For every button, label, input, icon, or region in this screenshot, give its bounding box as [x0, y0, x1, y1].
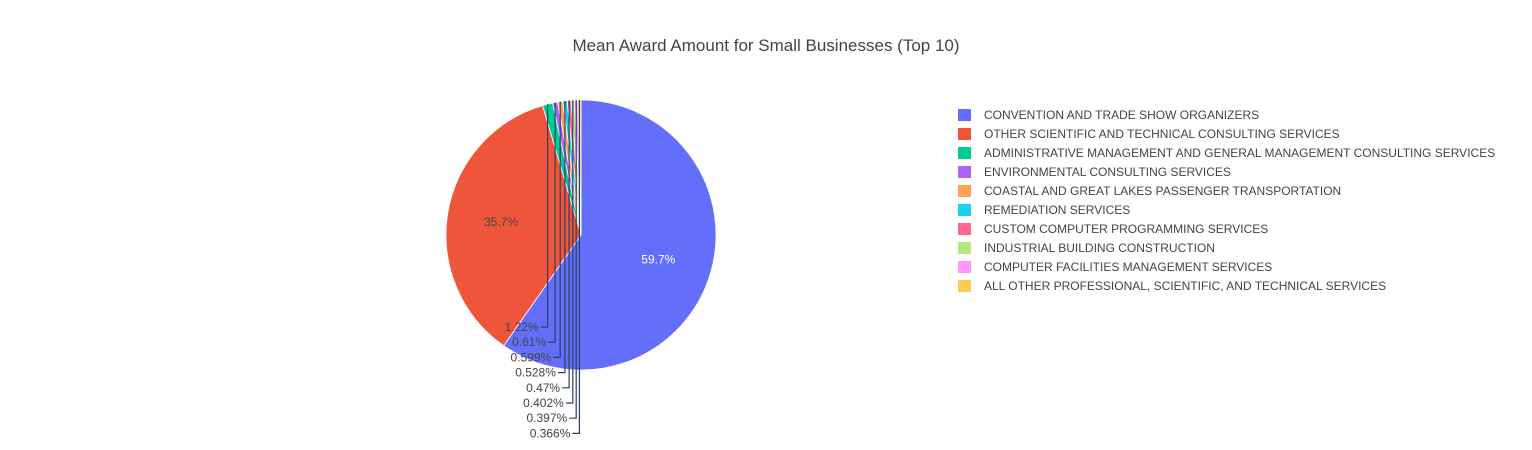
leader-line-all-other-professional-scientific-and-technical-services [572, 100, 581, 434]
legend-swatch [958, 109, 971, 121]
legend-item-all-other-professional-scientific-and-technical-services[interactable]: ALL OTHER PROFESSIONAL, SCIENTIFIC, AND … [958, 279, 1386, 293]
legend-label: COASTAL AND GREAT LAKES PASSENGER TRANSP… [984, 184, 1341, 198]
legend-swatch [958, 261, 971, 273]
slice-label-custom-computer-programming-services: 0.47% [526, 381, 560, 395]
legend-label: CUSTOM COMPUTER PROGRAMMING SERVICES [984, 222, 1268, 236]
leader-line-custom-computer-programming-services [562, 100, 570, 389]
legend-label: COMPUTER FACILITIES MANAGEMENT SERVICES [984, 260, 1272, 274]
legend-item-convention-and-trade-show-organizers[interactable]: CONVENTION AND TRADE SHOW ORGANIZERS [958, 108, 1259, 122]
inside-labels: 59.7% 35.7% [484, 215, 676, 266]
legend: CONVENTION AND TRADE SHOW ORGANIZERS OTHE… [958, 108, 1495, 293]
legend-item-coastal-and-great-lakes-passenger-transportation[interactable]: COASTAL AND GREAT LAKES PASSENGER TRANSP… [958, 184, 1341, 198]
legend-item-other-scientific-and-technical-consulting-services[interactable]: OTHER SCIENTIFIC AND TECHNICAL CONSULTIN… [958, 127, 1340, 141]
legend-swatch [958, 204, 971, 216]
leader-line-industrial-building-construction [565, 100, 574, 404]
legend-label: ALL OTHER PROFESSIONAL, SCIENTIFIC, AND … [984, 279, 1386, 293]
pie-slices [445, 99, 717, 371]
legend-swatch [958, 242, 971, 254]
slice-label-administrative-management-and-general-management-consulting-services: 1.22% [505, 320, 539, 334]
legend-label: CONVENTION AND TRADE SHOW ORGANIZERS [984, 108, 1259, 122]
legend-item-industrial-building-construction[interactable]: INDUSTRIAL BUILDING CONSTRUCTION [958, 241, 1215, 255]
chart-title: Mean Award Amount for Small Businesses (… [572, 36, 959, 55]
slice-label-environmental-consulting-services: 0.61% [512, 335, 546, 349]
legend-label: OTHER SCIENTIFIC AND TECHNICAL CONSULTIN… [984, 127, 1340, 141]
slice-label-all-other-professional-scientific-and-technical-services: 0.366% [530, 426, 571, 440]
legend-swatch [958, 185, 971, 197]
leader-line-coastal-and-great-lakes-passenger-transportation [553, 101, 561, 358]
leader-line-administrative-management-and-general-management-consulting-services [540, 104, 549, 328]
slice-label-other-scientific-and-technical-consulting-services: 35.7% [484, 215, 518, 229]
legend-label: ADMINISTRATIVE MANAGEMENT AND GENERAL MA… [984, 146, 1495, 160]
legend-label: ENVIRONMENTAL CONSULTING SERVICES [984, 165, 1231, 179]
leader-line-remediation-services [557, 101, 566, 374]
legend-swatch [958, 128, 971, 140]
slice-label-computer-facilities-management-services: 0.397% [526, 411, 567, 425]
legend-swatch [958, 280, 971, 292]
legend-label: REMEDIATION SERVICES [984, 203, 1130, 217]
legend-swatch [958, 223, 971, 235]
legend-swatch [958, 166, 971, 178]
slice-label-remediation-services: 0.528% [515, 366, 556, 380]
legend-swatch [958, 147, 971, 159]
legend-item-administrative-management-and-general-management-consulting-services[interactable]: ADMINISTRATIVE MANAGEMENT AND GENERAL MA… [958, 146, 1495, 160]
slice-label-coastal-and-great-lakes-passenger-transportation: 0.599% [510, 350, 551, 364]
legend-item-custom-computer-programming-services[interactable]: CUSTOM COMPUTER PROGRAMMING SERVICES [958, 222, 1268, 236]
outside-labels: 1.22%0.61%0.599% 0.528%0.47%0.402%0.397%0… [505, 100, 581, 440]
slice-label-convention-and-trade-show-organizers: 59.7% [641, 252, 675, 266]
legend-label: INDUSTRIAL BUILDING CONSTRUCTION [984, 241, 1215, 255]
leader-line-computer-facilities-management-services [569, 100, 577, 419]
leader-line-environmental-consulting-services [548, 102, 556, 343]
legend-item-environmental-consulting-services[interactable]: ENVIRONMENTAL CONSULTING SERVICES [958, 165, 1231, 179]
legend-item-computer-facilities-management-services[interactable]: COMPUTER FACILITIES MANAGEMENT SERVICES [958, 260, 1272, 274]
slice-label-industrial-building-construction: 0.402% [523, 396, 564, 410]
legend-item-remediation-services[interactable]: REMEDIATION SERVICES [958, 203, 1130, 217]
pie-slice-convention-and-trade-show-organizers[interactable] [503, 99, 717, 371]
